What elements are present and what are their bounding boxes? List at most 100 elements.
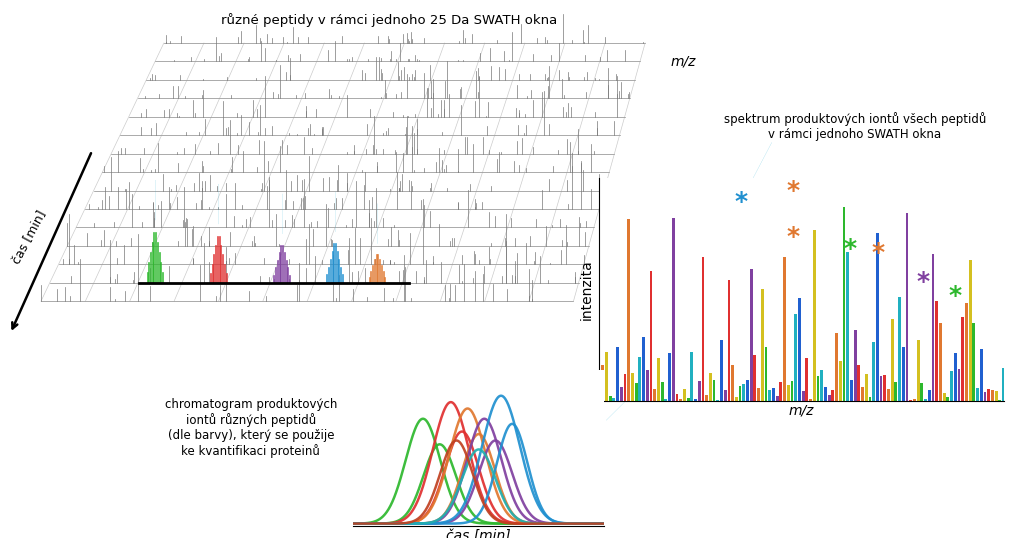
Bar [657,358,659,401]
Bar [665,399,668,401]
X-axis label: m/z: m/z [788,404,814,417]
Bar [713,380,716,401]
Text: spektrum produktových iontů všech peptidů
v rámci jednoho SWATH okna: spektrum produktových iontů všech peptid… [724,112,986,141]
Bar [854,330,856,401]
Bar [816,376,819,401]
Bar [806,358,808,401]
Bar [776,396,778,401]
Y-axis label: intenzita: intenzita [580,259,594,320]
Bar [660,381,664,401]
Bar [898,297,901,401]
Bar [690,352,693,401]
Text: *: * [948,284,962,308]
Text: *: * [786,179,800,203]
Bar [939,322,942,401]
Text: *: * [871,241,885,265]
Bar [791,381,794,401]
Bar [998,400,1001,401]
Bar [943,393,945,401]
Bar [694,399,697,401]
Text: různé peptidy v rámci jednoho 25 Da SWATH okna: různé peptidy v rámci jednoho 25 Da SWAT… [221,13,557,27]
Bar [742,384,745,401]
Bar [962,317,965,401]
Bar [608,395,611,401]
Bar [1002,368,1005,401]
Bar [991,390,994,401]
Bar [724,390,727,401]
Bar [980,349,983,401]
Bar [954,353,956,401]
Text: *: * [843,237,856,261]
Bar [843,207,846,401]
Bar [731,365,734,401]
Bar [717,400,719,401]
Bar [905,213,908,401]
Bar [820,370,823,401]
Bar [746,380,749,401]
Bar [706,395,708,401]
Bar [786,385,790,401]
Bar [857,365,860,401]
Bar [653,390,656,401]
Bar [679,399,682,401]
Text: *: * [734,190,748,215]
Bar [916,340,920,401]
Bar [902,347,905,401]
Bar [935,301,938,401]
Bar [638,357,641,401]
Bar [969,260,972,401]
Bar [876,233,879,401]
Text: m/z: m/z [671,55,696,69]
Bar [616,346,620,401]
Bar [965,303,968,401]
Text: čas [min]: čas [min] [9,208,48,266]
Bar [913,399,915,401]
Bar [676,394,678,401]
Bar [895,382,897,401]
Bar [946,397,949,401]
Bar [836,332,838,401]
Bar [921,383,924,401]
Bar [802,391,805,401]
Bar [868,397,871,401]
Bar [798,298,801,401]
Bar [768,390,771,401]
Bar [973,323,975,401]
Bar [601,365,604,401]
Bar [846,252,849,401]
Bar [649,271,652,401]
Bar [994,391,997,401]
Bar [612,398,615,401]
Bar [872,342,876,401]
Bar [887,390,890,401]
Bar [813,230,816,401]
Bar [850,380,853,401]
Bar [631,373,634,401]
Bar [891,318,894,401]
Bar [950,371,953,401]
Bar [827,395,830,401]
Bar [861,387,864,401]
Bar [909,400,912,401]
Bar [687,399,689,401]
Text: *: * [786,225,800,250]
Bar [624,373,627,401]
Bar [628,219,630,401]
Bar [738,386,741,401]
Bar [925,399,927,401]
Text: chromatogram produktových
iontů různých peptidů
(dle barvy), který se použije
ke: chromatogram produktových iontů různých … [165,398,337,458]
Bar [668,353,671,401]
Text: *: * [916,270,929,294]
Bar [605,352,608,401]
Bar [750,269,753,401]
Bar [709,373,712,401]
Bar [642,337,645,401]
Bar [701,257,705,401]
Bar [598,313,600,401]
Bar [635,383,638,401]
Bar [783,257,786,401]
Bar [697,381,700,401]
Bar [983,392,986,401]
Bar [754,355,757,401]
Bar [761,289,764,401]
